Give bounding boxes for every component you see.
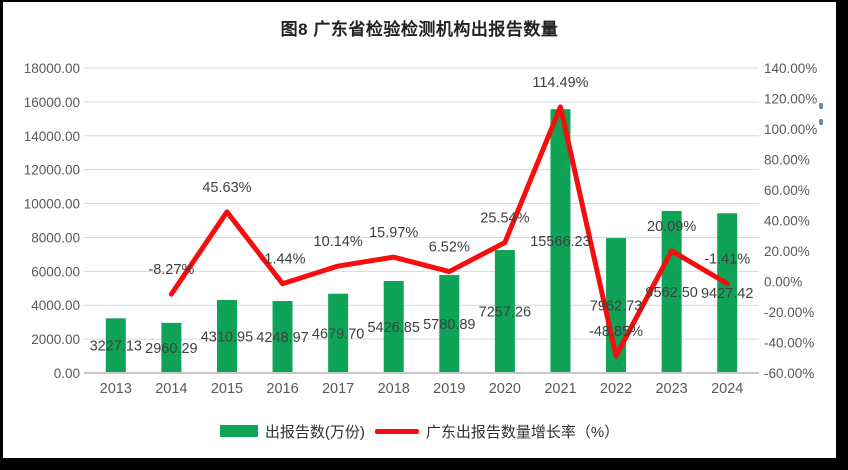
y-axis-label-left: 2000.00: [31, 332, 80, 347]
bar-value-label: 5780.89: [423, 317, 475, 333]
bar-value-label: 9427.42: [701, 286, 753, 302]
y-axis-label-left: 12000.00: [24, 163, 80, 178]
y-axis-label-left: 10000.00: [24, 197, 80, 212]
line-value-label: -1.44%: [260, 252, 306, 268]
page-edge-top: [0, 0, 848, 2]
bar-value-label: 4248.97: [256, 330, 308, 346]
bar: [717, 213, 738, 373]
legend-bar-swatch: [219, 425, 258, 437]
bar: [550, 109, 571, 373]
y-axis-label-right: -60.00%: [764, 366, 814, 381]
x-axis-label: 2018: [378, 381, 410, 397]
y-axis-label-right: -20.00%: [764, 305, 814, 320]
line-value-label: -1.41%: [704, 252, 750, 268]
growth-line: [168, 104, 730, 359]
bar: [328, 293, 349, 373]
legend-line-label: 广东出报告数量增长率（%）: [425, 423, 620, 441]
page-edge-right: [836, 0, 848, 470]
bar-value-label: 7962.73: [590, 299, 642, 315]
line-value-label: 25.54%: [480, 211, 529, 227]
legend: 出报告数(万份) 广东出报告数量增长率（%）: [3, 421, 836, 441]
line-value-label: -8.27%: [148, 262, 194, 278]
y-axis-label-right: 20.00%: [764, 244, 810, 259]
y-axis-label-right: 100.00%: [764, 122, 817, 137]
bar-value-label: 7257.26: [479, 305, 531, 321]
bar: [439, 275, 460, 373]
bar-value-label: 15566.23: [530, 234, 590, 250]
line-value-label: 20.09%: [647, 219, 696, 235]
y-axis-label-left: 14000.00: [24, 129, 80, 144]
y-axis-label-right: 140.00%: [764, 61, 817, 76]
y-axis-label-right: -40.00%: [764, 336, 814, 351]
y-axis-label-right: 40.00%: [764, 214, 810, 229]
line-value-label: 10.14%: [314, 234, 363, 250]
y-axis-label-left: 18000.00: [24, 61, 80, 76]
bar-value-label: 9562.50: [645, 285, 697, 301]
y-axis-label-left: 4000.00: [31, 298, 80, 313]
page-edge-bottom: [0, 458, 848, 470]
x-axis-label: 2013: [100, 381, 132, 397]
page-edge-left: [0, 0, 3, 470]
y-axis-label-right: 120.00%: [764, 92, 817, 107]
y-axis-label-right: 60.00%: [764, 183, 810, 198]
x-axis-label: 2014: [155, 381, 187, 397]
x-axis-label: 2015: [211, 381, 243, 397]
bar: [105, 318, 126, 373]
bar-value-label: 4310.95: [201, 329, 253, 345]
bar-value-label: 5426.85: [367, 320, 419, 336]
y-axis-label-left: 6000.00: [31, 264, 80, 279]
line-value-label: 45.63%: [202, 180, 251, 196]
bar: [161, 322, 182, 373]
x-axis-label: 2016: [266, 381, 298, 397]
x-axis-label: 2022: [600, 381, 632, 397]
x-axis-label: 2019: [433, 381, 465, 397]
y-axis-label-right: 80.00%: [764, 153, 810, 168]
edge-text-fragment: [819, 103, 823, 109]
bar-value-label: 4679.70: [312, 326, 364, 342]
line-value-label: 114.49%: [532, 75, 588, 91]
chart-title: 图8 广东省检验检测机构出报告数量: [280, 20, 559, 39]
legend-bar-label: 出报告数(万份): [264, 423, 365, 441]
edge-text-fragment: [819, 119, 823, 125]
x-axis-label: 2023: [655, 381, 687, 397]
line-value-label: -48.85%: [589, 324, 643, 340]
x-axis-label: 2020: [489, 381, 521, 397]
bar: [216, 299, 237, 373]
x-axis-label: 2017: [322, 381, 354, 397]
bar: [494, 250, 515, 373]
y-axis-label-left: 0.00: [54, 366, 80, 381]
bar-value-label: 2960.29: [145, 341, 197, 357]
bar: [272, 301, 293, 373]
bar: [383, 281, 404, 373]
y-axis-label-left: 16000.00: [24, 95, 80, 110]
x-axis-label: 2021: [544, 381, 576, 397]
y-axis-label-left: 8000.00: [31, 230, 80, 245]
legend-line-swatch: [374, 428, 419, 434]
bar-value-label: 3227.13: [90, 339, 142, 355]
y-axis-label-right: 0.00%: [764, 275, 802, 290]
line-value-label: 15.97%: [369, 225, 418, 241]
x-axis-label: 2024: [711, 381, 743, 397]
line-value-label: 6.52%: [429, 240, 470, 256]
